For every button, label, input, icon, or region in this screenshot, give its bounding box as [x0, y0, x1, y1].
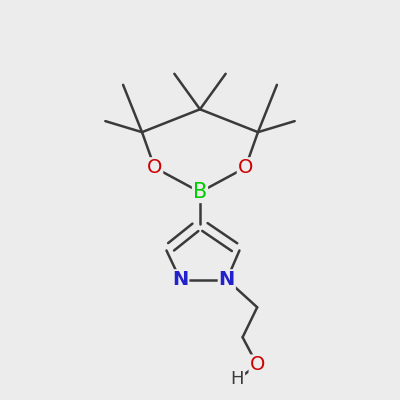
Text: N: N: [172, 270, 188, 289]
Text: B: B: [193, 182, 207, 202]
Text: O: O: [147, 158, 162, 177]
Text: O: O: [238, 158, 253, 177]
Text: N: N: [219, 270, 235, 289]
Text: H: H: [231, 370, 244, 388]
Text: O: O: [250, 355, 265, 374]
